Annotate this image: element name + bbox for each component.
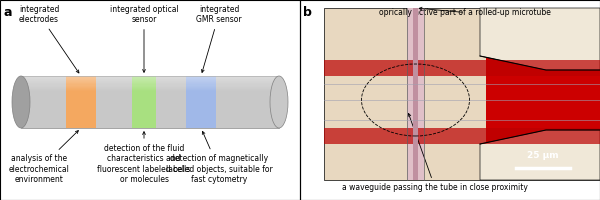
Bar bbox=[21, 106, 279, 107]
Bar bbox=[21, 90, 279, 91]
Bar bbox=[407, 8, 424, 180]
Bar bbox=[324, 128, 600, 144]
Bar bbox=[21, 77, 279, 78]
Text: detection of magnetically
labeled objects, suitable for
fast cytometry: detection of magnetically labeled object… bbox=[166, 131, 272, 184]
Bar bbox=[21, 112, 279, 113]
Bar bbox=[21, 82, 279, 83]
Bar bbox=[21, 120, 279, 121]
Bar bbox=[21, 84, 279, 86]
Bar bbox=[21, 103, 279, 104]
Bar bbox=[21, 94, 279, 95]
Bar bbox=[21, 117, 279, 118]
Bar bbox=[21, 123, 279, 124]
Text: a: a bbox=[3, 6, 11, 19]
Text: integrated optical
sensor: integrated optical sensor bbox=[110, 5, 178, 72]
Text: integrated
electrodes: integrated electrodes bbox=[19, 5, 79, 73]
Bar bbox=[21, 91, 279, 92]
Text: a waveguide passing the tube in close proximity: a waveguide passing the tube in close pr… bbox=[342, 113, 528, 192]
Bar bbox=[21, 99, 279, 100]
Bar bbox=[324, 60, 600, 76]
Bar bbox=[21, 121, 279, 122]
Bar bbox=[132, 76, 156, 128]
Bar bbox=[21, 83, 279, 84]
Bar bbox=[21, 104, 279, 105]
Bar bbox=[21, 98, 279, 99]
Bar bbox=[21, 115, 279, 116]
Bar bbox=[486, 8, 600, 180]
Bar bbox=[21, 116, 279, 117]
Bar bbox=[21, 126, 279, 127]
Bar bbox=[21, 127, 279, 128]
Bar bbox=[21, 110, 279, 111]
Polygon shape bbox=[480, 130, 600, 180]
Bar bbox=[21, 86, 279, 87]
Text: b: b bbox=[303, 6, 312, 19]
Bar bbox=[21, 124, 279, 125]
Bar bbox=[21, 89, 279, 90]
Bar bbox=[21, 111, 279, 112]
Text: oprically active part of a rolled-up microtube: oprically active part of a rolled-up mic… bbox=[379, 7, 551, 17]
Bar bbox=[66, 76, 96, 128]
Bar bbox=[324, 8, 600, 180]
Text: analysis of the
electrochemical
environment: analysis of the electrochemical environm… bbox=[8, 131, 79, 184]
Bar bbox=[21, 122, 279, 123]
Bar bbox=[21, 108, 279, 109]
Text: integrated
GMR sensor: integrated GMR sensor bbox=[196, 5, 242, 72]
Bar bbox=[21, 81, 279, 82]
Bar bbox=[21, 113, 279, 114]
Bar bbox=[21, 76, 279, 77]
Ellipse shape bbox=[270, 76, 288, 128]
Bar bbox=[21, 125, 279, 126]
Text: detection of the fluid
characteristics and
fluorescent labeled cells
or molecule: detection of the fluid characteristics a… bbox=[97, 132, 191, 184]
Bar bbox=[21, 95, 279, 96]
Bar bbox=[21, 93, 279, 94]
Bar bbox=[413, 8, 418, 180]
Bar bbox=[21, 118, 279, 120]
Bar bbox=[21, 97, 279, 98]
Bar bbox=[21, 114, 279, 115]
Bar bbox=[21, 92, 279, 93]
Bar bbox=[21, 107, 279, 108]
Bar bbox=[186, 76, 216, 128]
Ellipse shape bbox=[12, 76, 30, 128]
Bar bbox=[21, 100, 279, 101]
Bar bbox=[21, 105, 279, 106]
Bar bbox=[21, 80, 279, 81]
Bar bbox=[21, 101, 279, 103]
Bar bbox=[21, 79, 279, 80]
Text: 25 μm: 25 μm bbox=[527, 151, 559, 160]
Bar bbox=[21, 96, 279, 97]
Bar bbox=[21, 88, 279, 89]
Polygon shape bbox=[480, 8, 600, 70]
Bar bbox=[21, 78, 279, 79]
FancyBboxPatch shape bbox=[21, 76, 279, 128]
Bar bbox=[21, 87, 279, 88]
Bar bbox=[21, 109, 279, 110]
